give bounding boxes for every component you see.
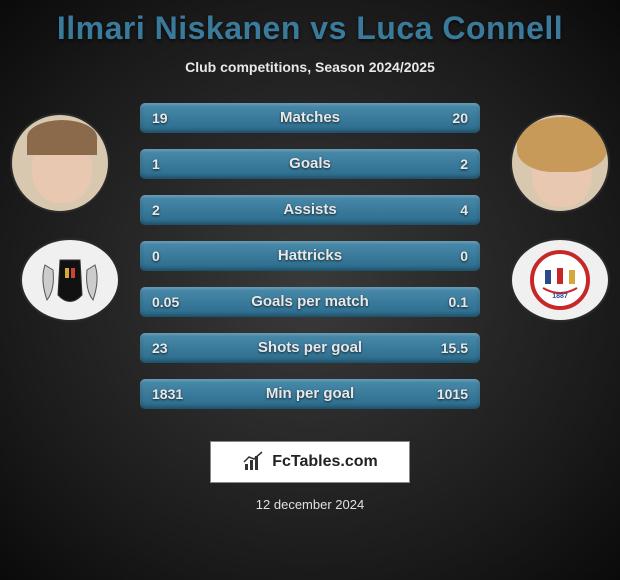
subtitle: Club competitions, Season 2024/2025	[0, 59, 620, 75]
exeter-crest-icon	[35, 250, 105, 310]
club-right-crest: 1887	[510, 238, 610, 322]
stat-bar: 0.05Goals per match0.1	[140, 287, 480, 317]
stat-bar: 1Goals2	[140, 149, 480, 179]
player-left-avatar	[10, 113, 110, 213]
stat-bar: 1831Min per goal1015	[140, 379, 480, 409]
player-right-avatar	[510, 113, 610, 213]
stat-value-right: 0	[460, 241, 468, 271]
stat-bar: 0Hattricks0	[140, 241, 480, 271]
club-left-crest	[20, 238, 120, 322]
stat-value-right: 0.1	[449, 287, 468, 317]
fctables-logo[interactable]: FcTables.com	[210, 441, 410, 483]
stat-label: Hattricks	[140, 241, 480, 271]
stat-label: Matches	[140, 103, 480, 133]
stat-label: Goals per match	[140, 287, 480, 317]
fctables-chart-icon	[242, 450, 266, 474]
stat-value-right: 2	[460, 149, 468, 179]
fctables-text: FcTables.com	[272, 453, 378, 471]
stat-value-right: 1015	[437, 379, 468, 409]
stat-value-right: 15.5	[441, 333, 468, 363]
stat-label: Shots per goal	[140, 333, 480, 363]
stat-bar: 23Shots per goal15.5	[140, 333, 480, 363]
svg-text:1887: 1887	[552, 293, 568, 300]
stat-bars: 19Matches201Goals22Assists40Hattricks00.…	[140, 103, 480, 425]
stat-bar: 19Matches20	[140, 103, 480, 133]
date-text: 12 december 2024	[0, 497, 620, 512]
page-title: Ilmari Niskanen vs Luca Connell	[0, 0, 620, 47]
stat-value-right: 4	[460, 195, 468, 225]
stat-bar: 2Assists4	[140, 195, 480, 225]
stat-label: Goals	[140, 149, 480, 179]
stat-value-right: 20	[452, 103, 468, 133]
barnsley-crest-icon: 1887	[525, 250, 595, 310]
comparison-panel: 1887 19Matches201Goals22Assists40Hattric…	[0, 103, 620, 423]
stat-label: Assists	[140, 195, 480, 225]
stat-label: Min per goal	[140, 379, 480, 409]
